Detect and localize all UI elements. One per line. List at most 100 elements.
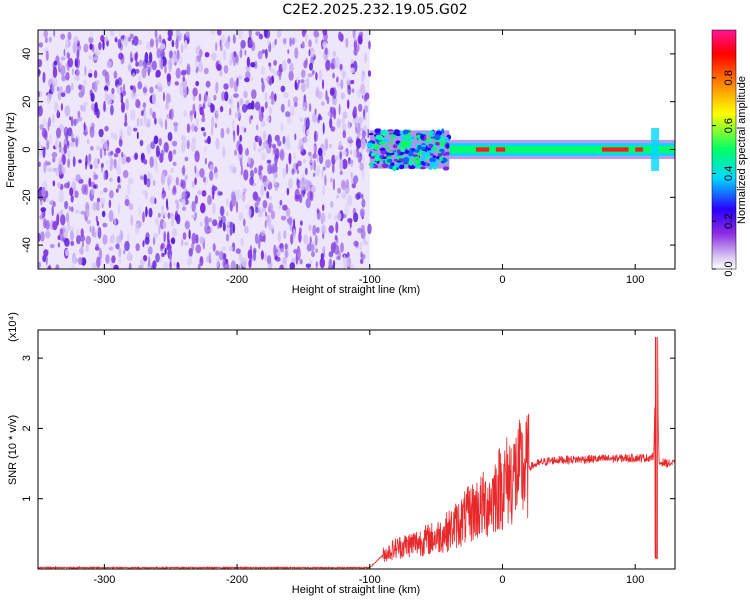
noise-speck [105, 254, 110, 264]
noise-speck [353, 175, 359, 184]
noise-speck [246, 56, 251, 68]
noise-speck [351, 182, 356, 189]
noise-speck [267, 163, 273, 175]
noise-speck [287, 99, 291, 108]
noise-speck [337, 212, 342, 221]
noise-speck [344, 203, 349, 216]
noise-speck [321, 101, 325, 106]
noise-speck [240, 193, 246, 202]
noise-speck [284, 142, 287, 149]
noise-speck [161, 252, 165, 257]
noise-speck [176, 201, 180, 210]
noise-speck [41, 127, 47, 138]
noise-speck [109, 92, 116, 101]
noise-speck [339, 63, 343, 71]
y-tick-label: 0 [21, 146, 33, 152]
noise-speck [288, 216, 293, 226]
transition-blob [445, 137, 449, 142]
noise-speck [322, 247, 325, 254]
transition-blob [440, 141, 446, 146]
noise-speck [285, 111, 291, 118]
x-tick-label: -100 [359, 574, 381, 586]
noise-speck [233, 93, 239, 98]
x-tick-label: -100 [359, 274, 381, 286]
noise-speck [94, 183, 98, 190]
noise-speck [323, 166, 326, 171]
noise-speck [308, 224, 312, 232]
noise-speck [213, 94, 217, 101]
noise-speck [297, 247, 301, 259]
noise-speck [338, 103, 341, 115]
noise-speck [303, 60, 307, 68]
noise-speck [326, 96, 330, 105]
noise-speck [215, 138, 220, 150]
noise-speck [191, 180, 195, 188]
noise-speck [330, 242, 336, 254]
noise-speck [311, 251, 315, 258]
transition-blob [402, 157, 410, 163]
noise-speck [75, 228, 80, 237]
noise-speck [152, 260, 157, 269]
noise-speck [249, 76, 254, 81]
noise-speck [135, 243, 140, 252]
noise-speck [204, 94, 208, 100]
noise-speck [360, 138, 366, 150]
noise-speck [279, 199, 283, 206]
noise-speck [151, 93, 157, 105]
noise-speck [243, 90, 248, 99]
y-tick-label: 3 [21, 355, 33, 361]
noise-speck [130, 109, 136, 121]
noise-speck [67, 127, 73, 137]
noise-speck [293, 249, 299, 254]
transition-blob [428, 150, 434, 153]
noise-speck [40, 231, 45, 242]
noise-speck [221, 91, 226, 101]
noise-speck [366, 147, 371, 153]
noise-speck [88, 36, 94, 44]
noise-speck [135, 61, 140, 67]
noise-speck [94, 228, 99, 234]
noise-speck [57, 235, 61, 240]
noise-speck [209, 164, 214, 172]
noise-speck [304, 167, 308, 176]
transition-blob [433, 134, 441, 141]
noise-speck [266, 116, 271, 123]
noise-speck [78, 159, 82, 164]
noise-speck [283, 230, 287, 239]
noise-speck [341, 150, 348, 156]
noise-speck [88, 73, 93, 78]
noise-speck [207, 135, 211, 145]
noise-speck [255, 196, 261, 202]
transition-blob [404, 140, 411, 146]
noise-speck [152, 236, 156, 246]
noise-speck [99, 197, 106, 206]
noise-speck [268, 62, 272, 67]
noise-speck [76, 43, 82, 52]
noise-speck [65, 212, 70, 223]
noise-speck [212, 243, 216, 252]
noise-speck [276, 251, 281, 257]
noise-speck [250, 61, 256, 68]
carrier-peak [475, 147, 490, 152]
noise-speck [138, 39, 143, 45]
noise-speck [135, 68, 140, 74]
noise-speck [255, 31, 261, 36]
noise-speck [221, 246, 226, 251]
noise-speck [151, 60, 157, 71]
noise-speck [260, 146, 265, 151]
noise-speck [163, 91, 165, 102]
snr-y-multiplier: (x10⁴) [7, 312, 19, 342]
noise-speck [60, 214, 66, 226]
noise-speck [143, 255, 148, 262]
noise-speck [339, 159, 344, 171]
noise-speck [345, 37, 349, 48]
noise-speck [297, 160, 302, 167]
noise-speck [274, 181, 277, 187]
noise-speck [60, 56, 66, 61]
noise-speck [357, 155, 362, 163]
noise-speck [255, 207, 259, 214]
noise-speck [172, 140, 178, 147]
noise-speck [73, 36, 79, 45]
noise-speck [234, 149, 237, 156]
noise-speck [127, 251, 132, 261]
